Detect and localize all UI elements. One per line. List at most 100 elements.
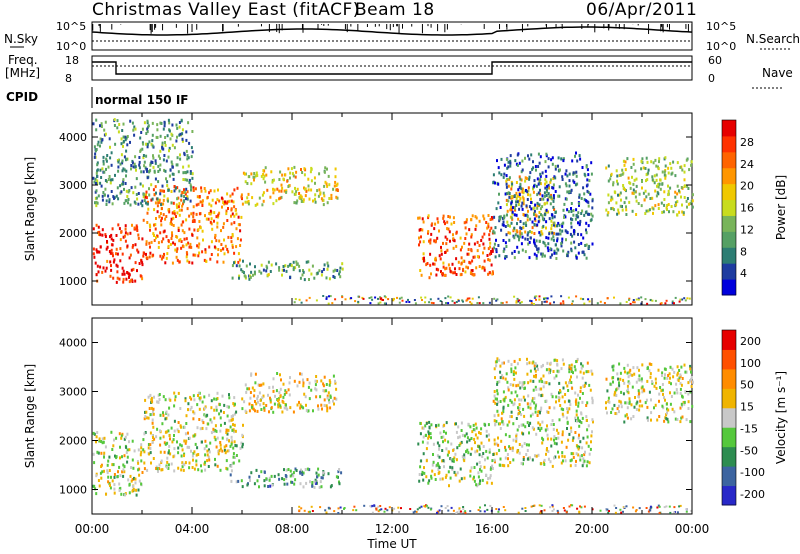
data-cell [308,381,311,385]
data-cell [179,157,182,161]
data-cell [505,185,508,189]
data-cell [110,190,113,193]
data-cell [607,211,610,215]
data-cell [271,180,274,184]
data-cell [461,433,464,437]
data-cell [479,432,482,435]
data-cell [691,404,694,408]
data-cell [557,232,560,236]
data-cell [493,242,496,246]
data-cell [314,481,317,485]
data-cell [268,476,271,480]
data-cell [438,447,441,451]
data-cell [543,254,546,258]
data-cell [520,178,523,182]
data-cell [559,389,561,392]
data-cell [541,254,544,258]
data-cell [527,457,529,461]
data-cell [526,218,529,222]
data-cell [462,506,465,508]
data-cell [435,273,438,277]
data-cell [490,481,493,485]
data-cell [526,372,529,376]
data-cell [539,207,542,211]
data-cell [618,193,621,197]
data-cell [183,153,186,157]
data-cell [638,408,641,412]
data-cell [387,298,390,301]
data-cell [164,143,167,147]
data-cell [483,232,486,236]
data-cell [551,505,554,508]
data-cell [546,410,549,414]
data-cell [566,407,568,411]
data-cell [98,437,101,441]
data-cell [535,239,538,243]
data-cell [516,394,519,398]
data-cell [492,173,495,177]
data-cell [225,459,228,463]
data-cell [508,192,511,195]
data-cell [175,215,177,218]
data-cell [191,261,194,265]
data-cell [521,159,524,163]
data-cell [428,420,431,424]
data-cell [442,459,445,462]
data-cell [131,458,134,462]
data-cell [552,186,555,190]
data-cell [177,170,180,174]
data-cell [621,172,624,176]
data-cell [453,239,456,243]
data-cell [482,302,485,305]
data-cell [461,299,464,302]
data-cell [618,381,620,385]
data-cell [260,263,263,267]
data-cell [174,395,177,399]
data-cell [511,449,514,452]
data-cell [575,174,578,178]
data-cell [533,252,536,256]
data-cell [510,415,513,419]
data-cell [540,394,543,398]
data-cell [457,299,460,302]
data-cell [272,191,275,195]
data-cell [513,402,516,406]
data-cell [680,416,683,420]
data-cell [526,357,528,361]
data-cell [109,156,112,160]
data-cell [134,477,137,481]
data-cell [540,462,543,466]
data-cell [575,170,578,174]
data-cell [185,255,188,259]
data-cell [508,434,511,438]
data-cell [304,187,307,191]
data-cell [127,272,130,276]
data-cell [516,194,519,198]
data-cell [603,302,606,304]
data-cell [408,301,411,303]
data-cell [569,464,572,468]
data-cell [618,410,620,414]
data-cell [547,157,550,161]
data-cell [128,256,131,260]
data-cell [173,189,176,193]
data-cell [141,147,144,151]
data-cell [567,389,570,392]
data-cell [447,450,450,454]
data-cell [541,441,544,445]
colorbar-frame [721,119,737,296]
data-cell [292,474,295,478]
data-cell [308,468,311,472]
data-cell [485,434,488,438]
data-cell [649,197,652,200]
data-cell [159,450,162,454]
data-cell [589,447,592,451]
data-cell [455,230,458,234]
data-cell [499,376,502,380]
data-cell [425,447,428,451]
data-cell [195,463,198,467]
data-cell [120,492,123,496]
data-cell [666,407,668,411]
data-cell [145,154,148,158]
data-cell [165,416,168,420]
